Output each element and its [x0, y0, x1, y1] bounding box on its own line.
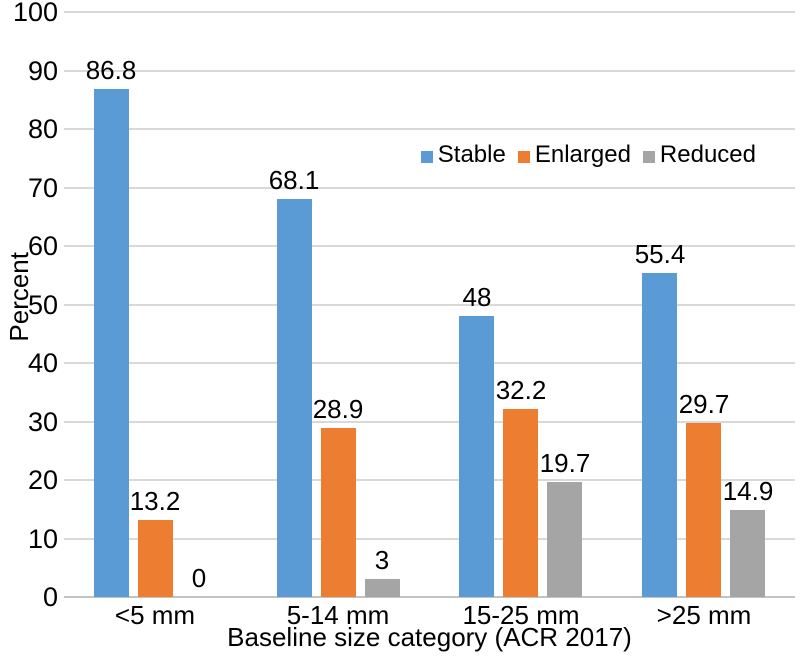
gridline — [64, 537, 795, 540]
gridline — [64, 362, 795, 364]
legend-marker-enlarged-icon — [517, 150, 530, 163]
legend-item-stable: Stable — [420, 141, 506, 169]
bar-enlarged — [686, 423, 721, 597]
bar-enlarged — [138, 520, 173, 597]
y-tick-label: 90 — [27, 55, 58, 86]
y-tick-label: 50 — [27, 289, 58, 320]
bar-stable — [94, 89, 129, 597]
bar-reduced — [730, 510, 765, 597]
bar-value-label: 0 — [191, 563, 207, 593]
bar-enlarged — [321, 428, 356, 597]
bar-reduced — [365, 579, 400, 597]
y-tick-label: 80 — [27, 114, 58, 144]
y-tick-label: 60 — [27, 231, 58, 261]
gridline — [64, 303, 795, 306]
gridline — [64, 186, 795, 189]
bar-value-label: 14.9 — [722, 476, 774, 506]
gridline — [64, 420, 795, 423]
bar-value-label: 32.2 — [495, 375, 547, 405]
gridline — [64, 479, 795, 481]
gridline — [64, 69, 795, 72]
legend-marker-stable-icon — [420, 150, 433, 163]
bar-value-label: 19.7 — [539, 448, 591, 478]
bar-value-label: 3 — [374, 545, 390, 575]
bar-reduced — [547, 482, 582, 597]
legend-label: Enlarged — [534, 141, 631, 168]
x-category-label: 5-14 mm — [286, 600, 390, 630]
bar-value-label: 55.4 — [634, 239, 686, 269]
bar-stable — [642, 273, 677, 597]
bar-value-label: 68.1 — [268, 165, 320, 195]
y-tick-label: 0 — [42, 582, 58, 612]
bar-value-label: 28.9 — [312, 394, 364, 424]
y-tick-label: 40 — [27, 348, 58, 378]
bar-stable — [277, 199, 312, 597]
gridline — [64, 245, 795, 247]
bar-value-label: 29.7 — [678, 389, 730, 419]
bar-value-label: 13.2 — [129, 486, 181, 516]
x-axis-title: Baseline size category (ACR 2017) — [227, 622, 632, 652]
x-category-label: 15-25 mm — [462, 600, 580, 630]
y-tick-label: 70 — [27, 172, 58, 203]
legend-item-enlarged: Enlarged — [517, 141, 631, 169]
x-category-label: <5 mm — [114, 600, 196, 630]
bar-stable — [459, 316, 494, 597]
y-tick-label: 20 — [27, 465, 58, 495]
gridline — [64, 128, 795, 130]
legend-marker-reduced-icon — [642, 150, 655, 163]
gridline — [64, 11, 795, 13]
legend-label: Stable — [437, 141, 506, 168]
bar-enlarged — [503, 409, 538, 597]
y-tick-label: 30 — [27, 406, 58, 437]
x-axis-line — [64, 596, 795, 598]
legend-item-reduced: Reduced — [642, 141, 756, 169]
legend: Stable Enlarged Reduced — [420, 141, 756, 169]
bar-value-label: 86.8 — [85, 55, 137, 85]
legend-label: Reduced — [659, 141, 756, 168]
bar-value-label: 48 — [462, 282, 492, 312]
y-tick-label: 100 — [12, 0, 58, 27]
y-tick-label: 10 — [27, 523, 58, 554]
x-category-label: >25 mm — [656, 600, 752, 630]
